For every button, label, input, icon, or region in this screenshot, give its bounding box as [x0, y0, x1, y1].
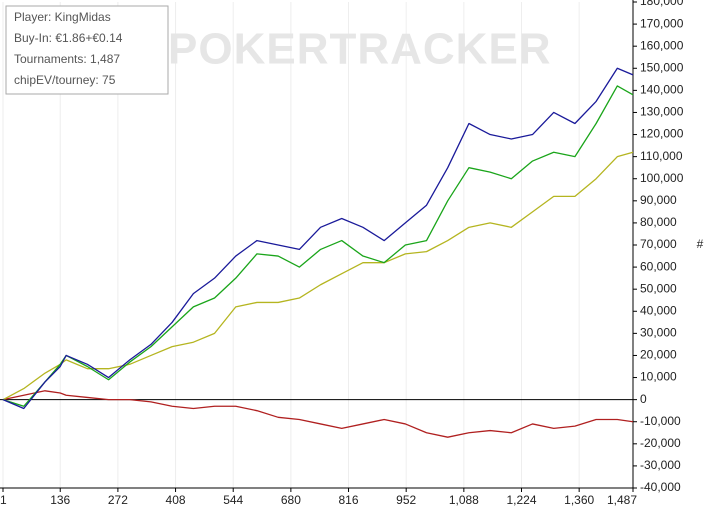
series-line	[2, 85, 634, 407]
y-tick-label: 30,000	[640, 326, 677, 340]
y-tick-label: 110,000	[640, 149, 683, 163]
x-tick-label: 952	[396, 493, 416, 507]
y-tick-label: 60,000	[640, 259, 677, 273]
x-tick-label: 136	[50, 493, 70, 507]
y-tick-label: 40,000	[640, 303, 677, 317]
series-line	[2, 390, 634, 438]
series-line	[2, 67, 634, 410]
x-tick-label: 1,224	[506, 493, 536, 507]
x-tick-label: 680	[281, 493, 301, 507]
watermark: POKERTRACKER	[168, 25, 552, 74]
y-tick-label: 20,000	[640, 348, 677, 362]
y-axis-label: #	[697, 237, 704, 251]
y-tick-label: 10,000	[640, 370, 677, 384]
y-tick-label: 140,000	[640, 83, 684, 97]
y-tick-label: 100,000	[640, 171, 684, 185]
y-tick-label: 50,000	[640, 281, 677, 295]
x-tick-label: 272	[108, 493, 128, 507]
y-tick-label: 0	[640, 392, 647, 406]
y-tick-label: 90,000	[640, 193, 677, 207]
y-tick-label: 180,000	[640, 0, 684, 8]
y-tick-label: 70,000	[640, 237, 677, 251]
x-tick-label: 544	[223, 493, 243, 507]
info-text: chipEV/tourney: 75	[14, 73, 116, 87]
x-tick-label: 1,088	[449, 493, 479, 507]
y-tick-label: -40,000	[640, 480, 681, 494]
y-tick-label: -30,000	[640, 458, 681, 472]
info-text: Buy-In: €1.86+€0.14	[14, 31, 123, 45]
y-tick-label: 170,000	[640, 16, 684, 30]
y-tick-label: -10,000	[640, 414, 681, 428]
y-tick-label: 150,000	[640, 60, 684, 74]
info-text: Player: KingMidas	[14, 10, 111, 24]
x-tick-label: 1,487	[607, 493, 637, 507]
y-tick-label: 160,000	[640, 38, 684, 52]
y-tick-label: 130,000	[640, 105, 684, 119]
series-line	[2, 151, 634, 401]
y-tick-label: 120,000	[640, 127, 684, 141]
y-tick-label: -20,000	[640, 436, 681, 450]
x-tick-label: 1,360	[564, 493, 594, 507]
x-tick-label: 816	[339, 493, 359, 507]
x-tick-label: 408	[166, 493, 186, 507]
info-box	[5, 5, 169, 95]
info-text: Tournaments: 1,487	[14, 52, 120, 66]
y-tick-label: 80,000	[640, 215, 677, 229]
x-tick-label: 1	[0, 493, 7, 507]
